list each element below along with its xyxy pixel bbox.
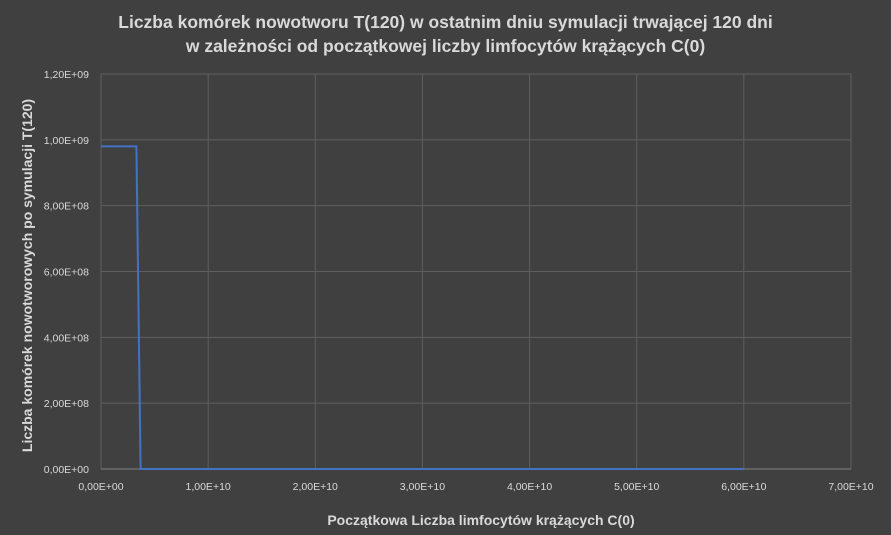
grid-lines xyxy=(100,73,852,470)
tick-labels: 0,00E+00 2,00E+08 4,00E+08 6,00E+08 8,00E+08… xyxy=(44,69,874,493)
x-tick-label: 7,00E+10 xyxy=(828,481,873,493)
x-tick-label: 4,00E+10 xyxy=(507,481,552,493)
y-axis-title: Liczba komórek nowotworowych po symulacj… xyxy=(19,99,35,452)
y-tick-label: 0,00E+00 xyxy=(44,464,89,476)
x-tick-label: 0,00E+00 xyxy=(78,481,123,493)
chart-title: Liczba komórek nowotworu T(120) w ostatn… xyxy=(0,10,891,58)
x-tick-label: 5,00E+10 xyxy=(614,481,659,493)
x-tick-label: 1,00E+10 xyxy=(186,481,231,493)
y-tick-label: 8,00E+08 xyxy=(44,201,89,213)
y-tick-label: 1,00E+09 xyxy=(44,135,89,147)
x-tick-label: 6,00E+10 xyxy=(721,481,766,493)
chart-title-line-1: Liczba komórek nowotworu T(120) w ostatn… xyxy=(118,12,773,32)
x-tick-label: 3,00E+10 xyxy=(400,481,445,493)
series-line xyxy=(101,145,744,470)
y-tick-label: 6,00E+08 xyxy=(44,267,89,279)
x-tick-label: 2,00E+10 xyxy=(293,481,338,493)
series-layer xyxy=(101,145,744,470)
y-tick-label: 2,00E+08 xyxy=(44,398,89,410)
chart-title-line-2: w zależności od początkowej liczby limfo… xyxy=(185,36,706,56)
y-tick-label: 1,20E+09 xyxy=(44,69,89,81)
x-axis-title: Początkowa Liczba limfocytów krążących C… xyxy=(327,512,634,528)
y-tick-label: 4,00E+08 xyxy=(44,332,89,344)
